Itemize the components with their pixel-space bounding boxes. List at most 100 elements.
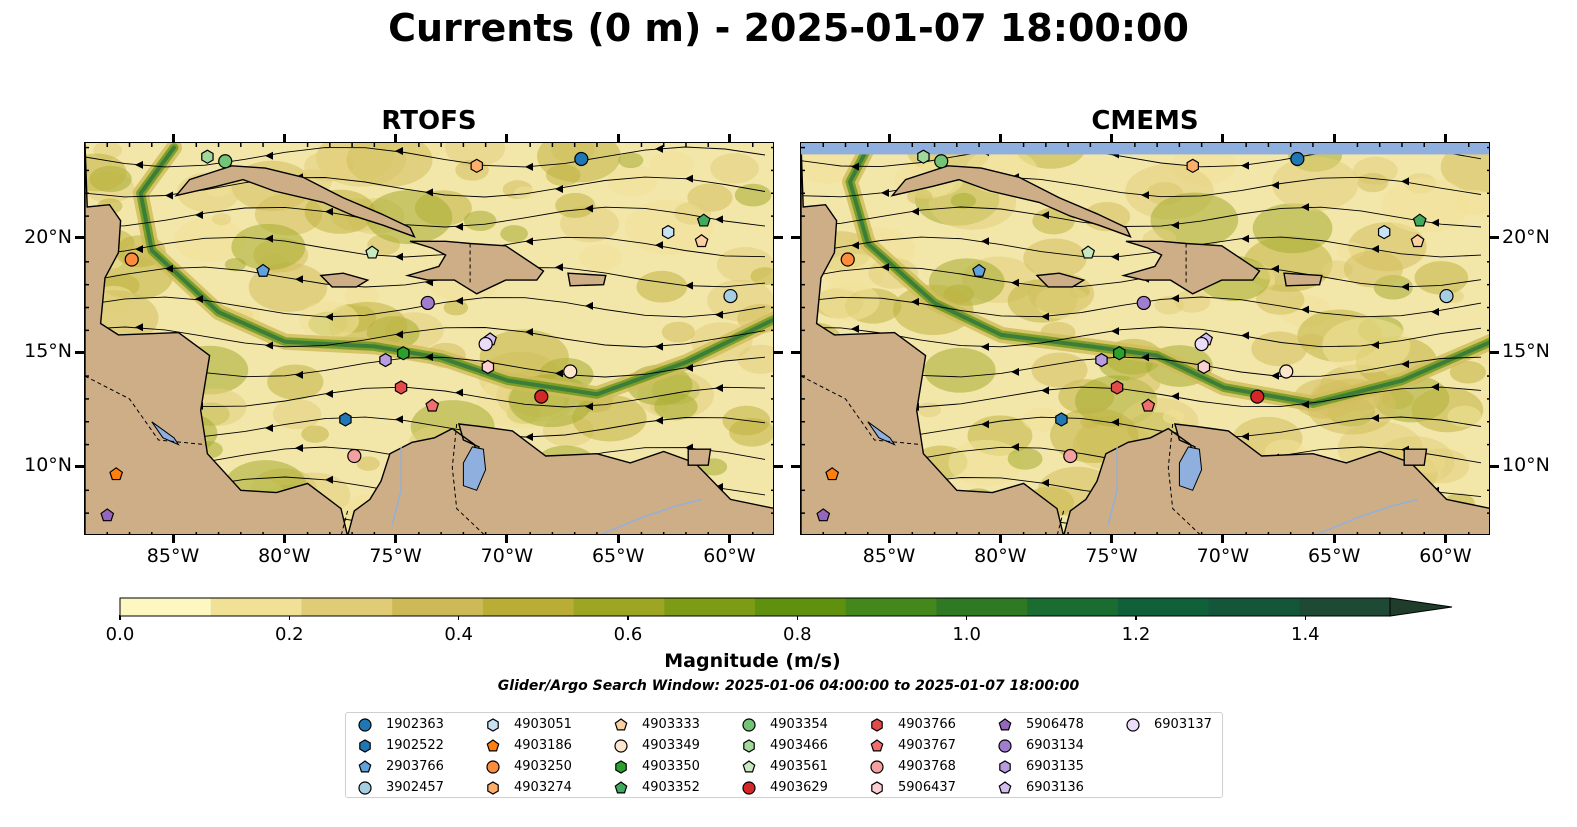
lake-maracaibo (1178, 446, 1203, 491)
legend-label: 4903333 (642, 717, 700, 732)
float-marker-4903767 (1141, 398, 1156, 412)
legend-item: 4903250 (484, 756, 572, 777)
land-central-america (85, 143, 348, 534)
axis-tick (1332, 534, 1336, 543)
map-canvas (85, 143, 773, 534)
pentagon-marker-icon (614, 717, 628, 730)
legend-marker (742, 759, 756, 772)
pentagon-marker-icon (870, 738, 884, 751)
axis-tick (774, 350, 783, 354)
colorbar-tick-label: 0.8 (783, 624, 812, 645)
axis-tick (171, 534, 175, 543)
axis-tick (1490, 350, 1499, 354)
legend-marker (359, 738, 371, 753)
tick-label: 80°W (974, 545, 1027, 567)
legend-item: 1902363 (356, 714, 444, 735)
axis-tick (774, 236, 783, 240)
legend-marker (743, 738, 755, 753)
land-trinidad (687, 448, 712, 466)
float-marker-5906437 (481, 359, 495, 375)
legend-item: 6903134 (996, 735, 1084, 756)
circle-marker-icon (998, 738, 1012, 753)
map-panel-rtofs (84, 142, 774, 535)
axis-tick (965, 615, 968, 620)
land-hispaniola (1120, 240, 1261, 295)
legend-item: 4903274 (484, 777, 572, 798)
legend-label: 4903352 (642, 780, 700, 795)
axis-tick (505, 134, 509, 143)
circle-marker-icon (870, 759, 884, 774)
legend-label: 3902457 (386, 780, 444, 795)
float-marker-4903051 (1377, 224, 1391, 240)
legend-label: 5906478 (1026, 717, 1084, 732)
lake-maracaibo (462, 446, 487, 491)
float-marker-4903352 (696, 213, 711, 227)
hexagon-marker-icon (743, 738, 755, 753)
float-marker-4903186 (109, 467, 124, 481)
no-data-band (801, 143, 1489, 155)
pentagon-marker-icon (358, 759, 372, 772)
land-hispaniola (404, 240, 545, 295)
axis-tick (774, 464, 783, 468)
axis-tick (1110, 534, 1114, 543)
legend-item: 5906437 (868, 777, 956, 798)
float-marker-1902522 (339, 412, 352, 427)
tick-label: 70°W (480, 545, 534, 567)
pentagon-marker-icon (486, 738, 500, 751)
tick-label: 10°N (24, 454, 72, 477)
land-jamaica (319, 272, 370, 288)
pentagon-marker-icon (998, 780, 1012, 793)
hexagon-marker-icon (615, 759, 627, 774)
legend-label: 4903349 (642, 738, 700, 753)
legend-marker (870, 738, 884, 751)
float-marker-6903137 (478, 336, 493, 352)
tick-label: 15°N (1502, 340, 1550, 363)
legend-marker (998, 780, 1012, 793)
axis-tick (1443, 134, 1447, 143)
legend-label: 4903561 (770, 759, 828, 774)
float-legend: 1902363 1902522 2903766 3902457 4903051 49031… (345, 712, 1223, 798)
circle-marker-icon (1126, 717, 1140, 732)
legend-marker (999, 759, 1011, 774)
legend-item: 4903766 (868, 714, 956, 735)
land-puerto-rico (567, 272, 607, 287)
legend-marker (614, 717, 628, 730)
float-marker-4903768 (347, 448, 362, 464)
lake-nicaragua (151, 421, 180, 446)
hexagon-marker-icon (487, 780, 499, 795)
legend-item: 6903136 (996, 777, 1084, 798)
axis-tick (791, 350, 800, 354)
tick-label: 65°W (591, 545, 645, 567)
float-marker-4903561 (365, 245, 380, 259)
float-marker-4903629 (534, 389, 549, 404)
legend-label: 5906437 (898, 780, 956, 795)
float-marker-4903629 (1250, 389, 1265, 404)
float-marker-6903137 (1194, 336, 1209, 352)
legend-label: 6903134 (1026, 738, 1084, 753)
legend-label: 4903350 (642, 759, 700, 774)
float-marker-3902457 (1439, 288, 1454, 304)
axis-tick (796, 615, 799, 620)
circle-marker-icon (614, 738, 628, 753)
land-central-america (801, 143, 1064, 534)
axis-tick (1221, 134, 1225, 143)
axis-tick (75, 350, 84, 354)
hexagon-marker-icon (487, 717, 499, 732)
legend-marker (742, 717, 756, 732)
float-marker-6903134 (1136, 295, 1151, 311)
float-marker-1902522 (1055, 412, 1068, 427)
legend-label: 6903135 (1026, 759, 1084, 774)
legend-item: 6903137 (1124, 714, 1212, 735)
float-marker-1902363 (1290, 151, 1305, 167)
float-marker-4903766 (1110, 380, 1124, 395)
tick-label: 85°W (146, 545, 200, 567)
legend-item: 5906478 (996, 714, 1084, 735)
land-cuba (174, 165, 416, 238)
float-marker-4903354 (218, 154, 233, 169)
axis-tick (288, 615, 291, 620)
land-jamaica (1035, 272, 1086, 288)
pentagon-marker-icon (998, 717, 1012, 730)
map-canvas (801, 143, 1489, 534)
float-marker-4903333 (1410, 234, 1425, 248)
legend-label: 2903766 (386, 759, 444, 774)
